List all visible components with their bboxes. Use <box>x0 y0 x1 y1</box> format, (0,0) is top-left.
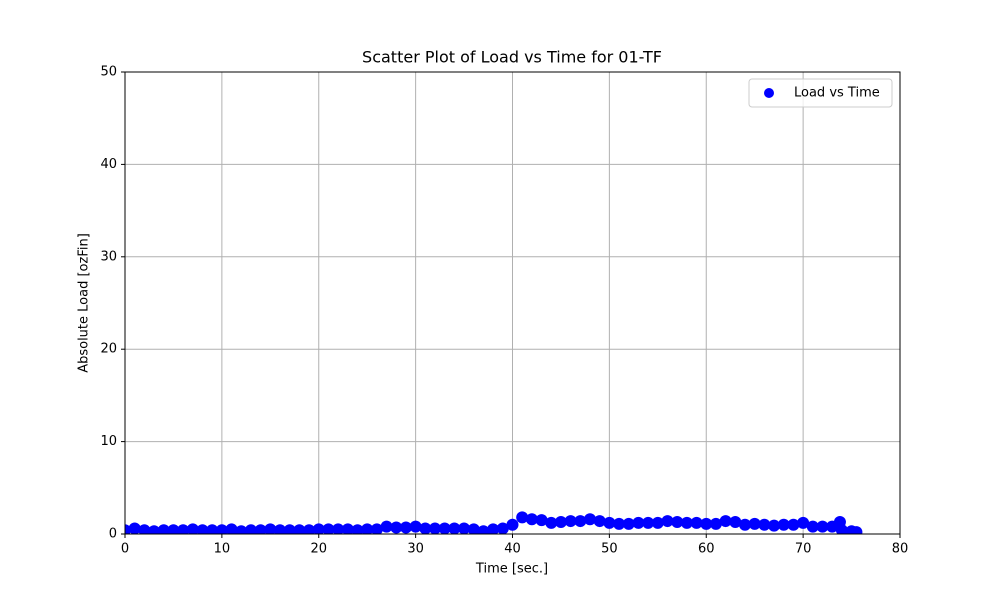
point <box>768 519 781 532</box>
legend-marker <box>764 88 774 98</box>
point <box>564 515 577 528</box>
point <box>593 515 606 528</box>
point <box>448 522 461 534</box>
point <box>351 524 364 534</box>
point <box>506 518 519 531</box>
point <box>215 524 228 534</box>
point <box>584 513 596 526</box>
point <box>835 524 848 534</box>
point <box>574 515 587 528</box>
point <box>642 516 655 529</box>
point <box>458 522 471 534</box>
x-axis-label: Time [sec.] <box>475 562 548 577</box>
point <box>128 522 141 534</box>
legend-label: Load vs Time <box>794 86 880 101</box>
point <box>148 525 161 534</box>
x-tick-label: 20 <box>310 542 327 557</box>
point <box>283 524 296 534</box>
point <box>690 516 703 529</box>
legend-box <box>748 78 893 108</box>
axes-frame <box>124 71 901 535</box>
point <box>409 520 422 533</box>
point <box>661 515 674 528</box>
point <box>671 515 684 528</box>
x-tick-label: 60 <box>698 542 715 557</box>
point <box>186 523 199 534</box>
point <box>739 518 751 531</box>
point <box>274 524 286 534</box>
point <box>700 517 713 530</box>
point <box>719 515 732 528</box>
point <box>361 523 374 534</box>
point <box>806 520 819 533</box>
point <box>477 525 490 534</box>
point <box>850 526 863 534</box>
point <box>254 524 267 534</box>
point <box>390 521 403 534</box>
point <box>632 516 645 529</box>
point <box>399 521 412 534</box>
point <box>293 524 306 534</box>
point <box>603 516 616 529</box>
point <box>138 524 151 534</box>
x-tick-label: 30 <box>407 542 424 557</box>
point <box>680 516 693 529</box>
point <box>516 511 529 524</box>
point <box>332 523 345 534</box>
point <box>322 523 335 534</box>
point <box>535 514 548 527</box>
x-tick-label: 80 <box>892 542 909 557</box>
point <box>777 518 790 531</box>
point <box>380 520 393 533</box>
point <box>496 522 509 534</box>
point <box>312 523 325 534</box>
point <box>235 525 248 534</box>
chart-title: Scatter Plot of Load vs Time for 01-TF <box>362 48 662 67</box>
point <box>525 513 538 526</box>
plot-area <box>125 511 863 534</box>
y-tick-label: 20 <box>100 342 117 357</box>
point <box>225 523 238 534</box>
point <box>370 523 383 534</box>
point <box>787 518 800 531</box>
point <box>467 523 480 534</box>
point <box>167 524 180 534</box>
point <box>487 523 500 534</box>
point <box>816 520 829 533</box>
point <box>303 524 316 534</box>
point <box>554 515 567 528</box>
point <box>748 517 761 530</box>
point <box>545 516 558 529</box>
point <box>244 524 257 534</box>
point <box>157 524 170 534</box>
x-tick-label: 0 <box>121 542 129 557</box>
point <box>264 523 277 534</box>
x-tick-label: 40 <box>504 542 521 557</box>
y-tick-label: 40 <box>100 157 117 172</box>
y-tick-label: 0 <box>109 527 117 542</box>
point <box>758 518 771 531</box>
point <box>438 522 451 534</box>
point <box>613 517 626 530</box>
y-tick-label: 10 <box>100 434 117 449</box>
point <box>341 523 354 534</box>
point <box>429 522 441 534</box>
point <box>196 524 209 534</box>
point <box>651 516 664 529</box>
point <box>729 515 742 528</box>
y-tick-label: 50 <box>100 65 117 80</box>
point <box>797 516 810 529</box>
point <box>709 517 722 530</box>
y-tick-label: 30 <box>100 249 117 264</box>
point <box>419 522 432 534</box>
x-tick-label: 50 <box>601 542 618 557</box>
x-tick-label: 70 <box>795 542 812 557</box>
x-tick-label: 10 <box>214 542 231 557</box>
point <box>622 517 635 530</box>
y-axis-label: Absolute Load [ozFin] <box>77 233 92 373</box>
point <box>177 524 190 534</box>
point <box>206 524 219 534</box>
